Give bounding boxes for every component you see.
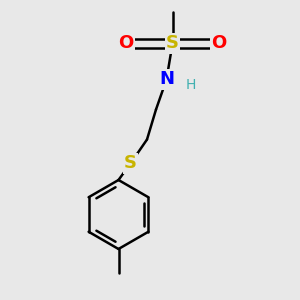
Text: O: O bbox=[212, 34, 226, 52]
Text: S: S bbox=[124, 154, 137, 172]
Text: N: N bbox=[159, 70, 174, 88]
Text: S: S bbox=[166, 34, 179, 52]
Text: O: O bbox=[118, 34, 134, 52]
Text: H: H bbox=[185, 78, 196, 92]
